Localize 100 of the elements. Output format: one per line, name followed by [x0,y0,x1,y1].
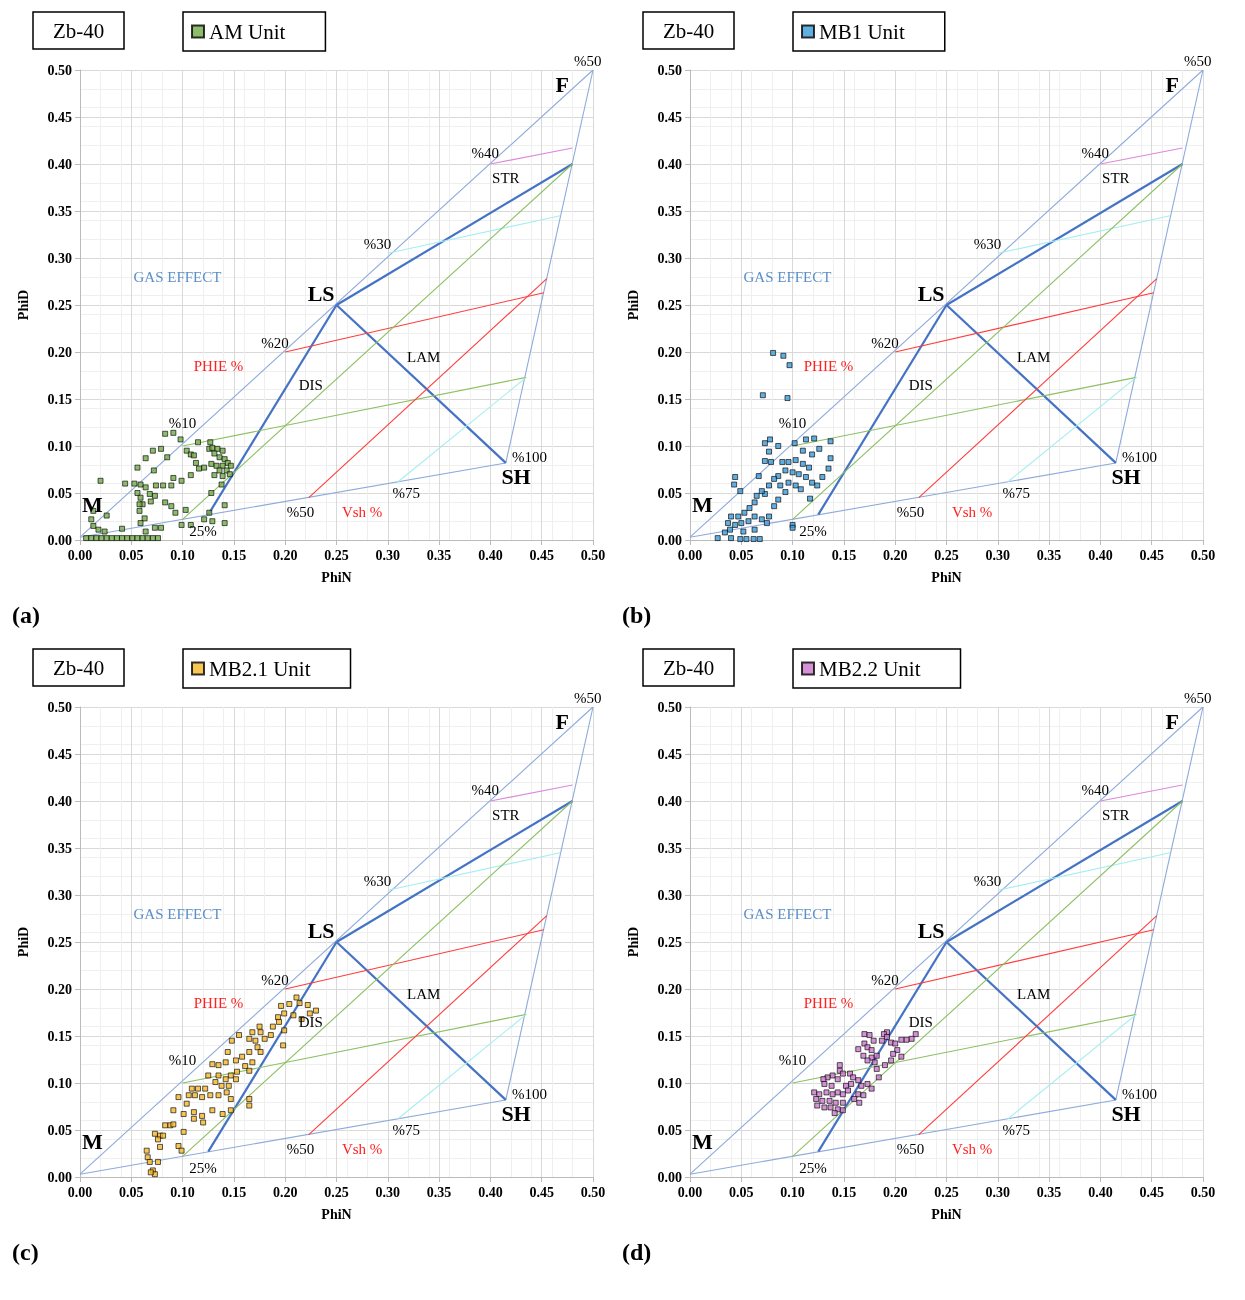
annotation: %50 [896,1140,925,1157]
x-tick-label: 0.30 [375,547,401,563]
x-axis-title: PhiN [931,1206,962,1222]
annotation: %75 [1002,485,1031,501]
x-tick-label: 0.10 [780,1184,805,1200]
annotation: %100 [1121,449,1157,466]
x-tick-label: 0.05 [119,547,144,563]
y-axis-title: PhiD [625,289,641,321]
annotation: %40 [1081,144,1110,161]
x-tick-label: 0.50 [580,1184,606,1200]
annotation: %30 [973,235,1002,252]
x-tick-label: 0.30 [985,547,1011,563]
y-tick-label: 0.35 [47,203,72,219]
annotation: 25% [189,522,217,539]
y-tick-label: 0.10 [657,438,682,454]
annotation: %20 [871,334,899,351]
y-tick-label: 0.50 [47,699,72,715]
y-tick-label: 0.35 [657,203,682,219]
x-tick-label: 0.40 [1088,1184,1113,1200]
y-tick-label: 0.00 [47,1169,72,1185]
annotation: %20 [261,334,289,351]
x-tick-label: 0.50 [580,547,606,563]
annotation: SH [501,1100,531,1126]
y-tick-label: 0.15 [657,1028,682,1044]
x-tick-label: 0.45 [1139,547,1164,563]
y-tick-label: 0.30 [657,250,682,266]
y-axis-title: PhiD [15,926,31,958]
annotation: M [691,1128,713,1154]
y-tick-label: 0.30 [47,887,72,903]
x-tick-label: 0.25 [934,1184,959,1200]
text: (d) [621,1238,653,1267]
y-tick-label: 0.25 [47,934,72,950]
y-tick-label: 0.40 [657,156,682,172]
x-tick-label: 0.35 [1036,547,1062,563]
annotation: LAM [1017,985,1051,1002]
x-tick-label: 0.45 [1139,1184,1164,1200]
text: (a) [11,601,41,630]
x-tick-label: 0.00 [67,547,93,563]
legend-label: MB2.2 Unit [819,656,921,681]
annotation: Vsh % [951,503,993,520]
annotation: STR [492,807,520,824]
y-tick-label: 0.15 [657,391,682,407]
x-tick-label: 0.05 [729,1184,754,1200]
y-tick-label: 0.10 [47,1075,72,1091]
y-tick-label: 0.40 [47,793,72,809]
y-tick-label: 0.50 [47,62,72,78]
y-tick-label: 0.05 [47,485,72,501]
annotation: M [81,1128,103,1154]
text: (c) [11,1238,40,1267]
annotation: Vsh % [341,503,383,520]
annotation: LAM [407,348,441,365]
annotation: 25% [799,522,827,539]
annotation: %100 [1121,1086,1157,1103]
annotation: GAS EFFECT [743,268,832,285]
y-tick-label: 0.15 [47,391,72,407]
chart-title: Zb-40 [663,655,715,680]
annotation: %40 [471,144,500,161]
y-tick-label: 0.05 [47,1122,72,1138]
y-tick-label: 0.05 [657,1122,682,1138]
chart-title: Zb-40 [53,655,105,680]
text: %50 [574,52,602,69]
annotation: STR [1102,170,1130,187]
chart-title: Zb-40 [663,18,715,43]
legend-label: AM Unit [209,19,286,44]
annotation: 25% [799,1159,827,1176]
y-tick-label: 0.00 [657,532,682,548]
x-tick-label: 0.25 [934,547,959,563]
annotation: %50 [286,1140,315,1157]
annotation: F [1165,708,1179,734]
x-tick-label: 0.35 [426,1184,452,1200]
annotation: GAS EFFECT [133,268,222,285]
x-tick-label: 0.25 [324,1184,349,1200]
x-tick-label: 0.00 [677,1184,703,1200]
annotation: LS [917,918,945,944]
annotation: PHIE % [803,995,854,1012]
annotation: %50 [286,503,315,520]
x-tick-label: 0.15 [831,1184,857,1200]
annotation: %75 [392,485,421,501]
text: %50 [1184,689,1212,706]
y-tick-label: 0.20 [47,981,72,997]
annotation: DIS [908,376,933,393]
x-tick-label: 0.20 [272,547,298,563]
y-tick-label: 0.15 [47,1028,72,1044]
x-tick-label: 0.10 [170,1184,195,1200]
x-tick-label: 0.05 [729,547,754,563]
annotation: STR [1102,807,1130,824]
x-tick-label: 0.25 [324,547,349,563]
y-tick-label: 0.50 [657,62,682,78]
y-tick-label: 0.20 [47,344,72,360]
y-tick-label: 0.25 [47,297,72,313]
annotation: LAM [407,985,441,1002]
annotation: %10 [778,414,807,431]
annotation: %75 [1002,1122,1031,1138]
annotation: LS [917,281,945,307]
x-tick-label: 0.15 [221,1184,247,1200]
annotation: PHIE % [193,358,244,375]
x-tick-label: 0.30 [985,1184,1011,1200]
annotation: GAS EFFECT [743,905,832,922]
chart-title: Zb-40 [53,18,105,43]
x-tick-label: 0.10 [780,547,805,563]
